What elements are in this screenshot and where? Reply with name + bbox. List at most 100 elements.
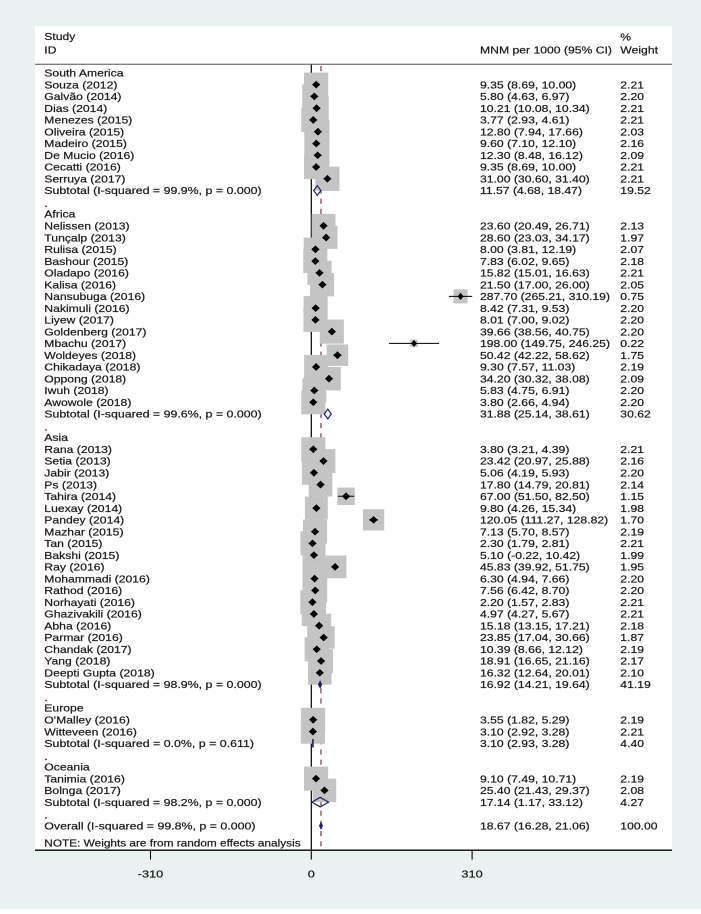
- svg-text:6.30 (4.94, 7.66): 6.30 (4.94, 7.66): [480, 573, 569, 585]
- svg-text:Yang (2018): Yang (2018): [44, 656, 110, 668]
- svg-text:Rulisa (2015): Rulisa (2015): [44, 244, 116, 256]
- svg-text:.: .: [44, 751, 47, 763]
- svg-text:2.19: 2.19: [620, 715, 644, 727]
- svg-text:Pandey (2014): Pandey (2014): [44, 515, 124, 527]
- svg-text:1.87: 1.87: [620, 632, 644, 644]
- svg-text:1.98: 1.98: [620, 503, 644, 515]
- svg-text:3.80 (3.21, 4.39): 3.80 (3.21, 4.39): [480, 444, 569, 456]
- svg-text:4.27: 4.27: [620, 797, 644, 809]
- svg-text:2.21: 2.21: [620, 162, 644, 174]
- svg-text:Dias (2014): Dias (2014): [44, 103, 107, 115]
- svg-text:3.55 (1.82, 5.29): 3.55 (1.82, 5.29): [480, 715, 569, 727]
- svg-text:10.39 (8.66, 12.12): 10.39 (8.66, 12.12): [480, 644, 583, 656]
- svg-text:3.77 (2.93, 4.61): 3.77 (2.93, 4.61): [480, 115, 569, 127]
- svg-text:67.00 (51.50, 82.50): 67.00 (51.50, 82.50): [480, 491, 590, 503]
- svg-text:Madeiro (2015): Madeiro (2015): [44, 138, 127, 150]
- svg-text:287.70 (265.21, 310.19): 287.70 (265.21, 310.19): [480, 291, 610, 303]
- svg-text:South America: South America: [44, 68, 123, 80]
- svg-text:Study: Study: [44, 31, 76, 43]
- svg-text:Oceania: Oceania: [44, 762, 90, 774]
- svg-text:0.22: 0.22: [620, 338, 644, 350]
- svg-text:2.19: 2.19: [620, 773, 644, 785]
- svg-text:2.20: 2.20: [620, 573, 644, 585]
- svg-text:9.35 (8.69, 10.00): 9.35 (8.69, 10.00): [480, 79, 576, 91]
- svg-text:2.03: 2.03: [620, 126, 644, 138]
- svg-text:Iwuh (2018): Iwuh (2018): [44, 385, 108, 397]
- svg-text:1.99: 1.99: [620, 550, 644, 562]
- svg-text:Menezes (2015): Menezes (2015): [44, 115, 132, 127]
- svg-text:Norhayati (2016): Norhayati (2016): [44, 597, 135, 609]
- svg-text:Mazhar (2015): Mazhar (2015): [44, 526, 123, 538]
- svg-text:2.20: 2.20: [620, 326, 644, 338]
- svg-text:Weight: Weight: [620, 44, 658, 56]
- svg-text:NOTE: Weights are from random: NOTE: Weights are from random effects an…: [44, 838, 300, 850]
- svg-text:2.21: 2.21: [620, 103, 644, 115]
- svg-text:Nakimuli (2016): Nakimuli (2016): [44, 303, 129, 315]
- svg-text:9.10 (7.49, 10.71): 9.10 (7.49, 10.71): [480, 773, 576, 785]
- svg-text:5.80 (4.63, 6.97): 5.80 (4.63, 6.97): [480, 91, 569, 103]
- svg-text:2.20 (1.57, 2.83): 2.20 (1.57, 2.83): [480, 597, 569, 609]
- svg-text:Subtotal (I-squared = 98.2%,: Subtotal (I-squared = 98.2%, p = 0.000): [44, 797, 261, 809]
- svg-text:34.20 (30.32, 38.08): 34.20 (30.32, 38.08): [480, 373, 590, 385]
- svg-text:2.08: 2.08: [620, 785, 644, 797]
- svg-text:0: 0: [308, 869, 315, 881]
- svg-text:2.19: 2.19: [620, 362, 644, 374]
- svg-text:Chandak (2017): Chandak (2017): [44, 644, 131, 656]
- svg-text:Asia: Asia: [44, 432, 68, 444]
- svg-text:Subtotal (I-squared = 99.9%,: Subtotal (I-squared = 99.9%, p = 0.000): [44, 185, 261, 197]
- svg-text:2.20: 2.20: [620, 315, 644, 327]
- svg-text:39.66 (38.56, 40.75): 39.66 (38.56, 40.75): [480, 326, 590, 338]
- svg-text:Subtotal (I-squared = 98.9%,: Subtotal (I-squared = 98.9%, p = 0.000): [44, 679, 261, 691]
- svg-text:Oladapo (2016): Oladapo (2016): [44, 268, 129, 280]
- svg-text:Tan (2015): Tan (2015): [44, 538, 102, 550]
- svg-text:2.30 (1.79, 2.81): 2.30 (1.79, 2.81): [480, 538, 569, 550]
- svg-text:Bakshi (2015): Bakshi (2015): [44, 550, 119, 562]
- svg-text:2.21: 2.21: [620, 79, 644, 91]
- svg-text:Europe: Europe: [44, 703, 83, 715]
- svg-text:12.30 (8.48, 16.12): 12.30 (8.48, 16.12): [480, 150, 583, 162]
- svg-text:Setia (2013): Setia (2013): [44, 456, 110, 468]
- svg-text:2.20: 2.20: [620, 585, 644, 597]
- svg-text:0.75: 0.75: [620, 291, 644, 303]
- svg-text:2.18: 2.18: [620, 256, 644, 268]
- svg-text:7.56 (6.42, 8.70): 7.56 (6.42, 8.70): [480, 585, 569, 597]
- svg-text:21.50 (17.00, 26.00): 21.50 (17.00, 26.00): [480, 279, 590, 291]
- svg-text:3.80 (2.66, 4.94): 3.80 (2.66, 4.94): [480, 397, 569, 409]
- svg-text:2.21: 2.21: [620, 444, 644, 456]
- svg-text:5.10 (-0.22, 10.42): 5.10 (-0.22, 10.42): [480, 550, 580, 562]
- svg-text:-310: -310: [138, 869, 164, 881]
- svg-text:Rathod (2016): Rathod (2016): [44, 585, 122, 597]
- svg-text:2.20: 2.20: [620, 385, 644, 397]
- svg-text:3.10 (2.93, 3.28): 3.10 (2.93, 3.28): [480, 738, 569, 750]
- svg-text:2.20: 2.20: [620, 397, 644, 409]
- svg-text:9.35 (8.69, 10.00): 9.35 (8.69, 10.00): [480, 162, 576, 174]
- svg-text:2.20: 2.20: [620, 303, 644, 315]
- svg-text:2.10: 2.10: [620, 668, 644, 680]
- svg-text:18.67 (16.28, 21.06): 18.67 (16.28, 21.06): [480, 820, 590, 832]
- svg-text:31.00 (30.60, 31.40): 31.00 (30.60, 31.40): [480, 174, 590, 186]
- svg-text:45.83 (39.92, 51.75): 45.83 (39.92, 51.75): [480, 562, 590, 574]
- svg-text:12.80 (7.94, 17.66): 12.80 (7.94, 17.66): [480, 126, 583, 138]
- svg-text:2.18: 2.18: [620, 620, 644, 632]
- svg-text:Serruya (2017): Serruya (2017): [44, 174, 125, 186]
- svg-text:3.10 (2.92, 3.28): 3.10 (2.92, 3.28): [480, 726, 569, 738]
- svg-text:Mohammadi (2016): Mohammadi (2016): [44, 573, 150, 585]
- svg-text:Liyew (2017): Liyew (2017): [44, 315, 114, 327]
- svg-text:1.15: 1.15: [620, 491, 644, 503]
- svg-text:198.00 (149.75, 246.25): 198.00 (149.75, 246.25): [480, 338, 610, 350]
- svg-text:23.42 (20.97, 25.88): 23.42 (20.97, 25.88): [480, 456, 590, 468]
- svg-text:2.20: 2.20: [620, 91, 644, 103]
- svg-text:Goldenberg (2017): Goldenberg (2017): [44, 326, 146, 338]
- svg-text:2.05: 2.05: [620, 279, 644, 291]
- svg-text:2.16: 2.16: [620, 138, 644, 150]
- svg-text:23.85 (17.04, 30.66): 23.85 (17.04, 30.66): [480, 632, 590, 644]
- svg-text:100.00: 100.00: [620, 820, 657, 832]
- svg-text:Abha (2016): Abha (2016): [44, 620, 111, 632]
- svg-text:17.14 (1.17, 33.12): 17.14 (1.17, 33.12): [480, 797, 583, 809]
- svg-text:2.13: 2.13: [620, 221, 644, 233]
- svg-text:2.21: 2.21: [620, 609, 644, 621]
- svg-text:%: %: [620, 32, 631, 44]
- svg-text:2.07: 2.07: [620, 244, 644, 256]
- svg-text:Witteveen (2016): Witteveen (2016): [44, 726, 137, 738]
- svg-text:11.57 (4.68, 18.47): 11.57 (4.68, 18.47): [480, 185, 582, 197]
